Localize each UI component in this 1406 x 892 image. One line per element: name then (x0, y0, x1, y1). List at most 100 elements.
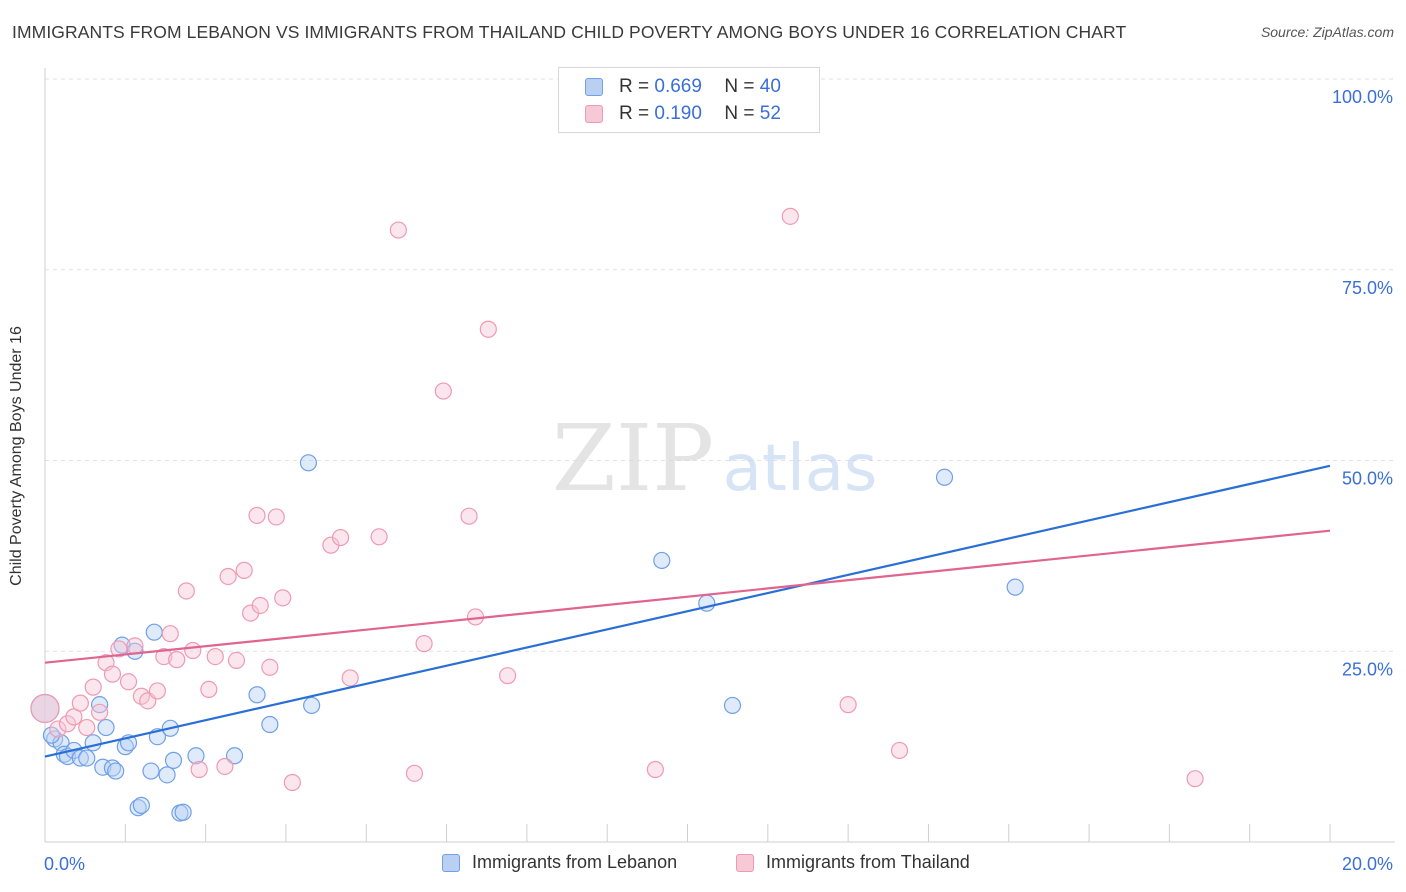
tick-label-layer: 25.0% 50.0% 75.0% 100.0% 0.0% 20.0% (44, 87, 1393, 874)
watermark-zip: ZIP (552, 405, 714, 512)
lebanon-point (103, 759, 122, 777)
thailand-point (65, 708, 83, 726)
legend-n-value: 52 (759, 103, 781, 124)
lebanon-point (935, 468, 954, 486)
points-layer (30, 207, 1204, 822)
lebanon-point (1006, 578, 1024, 596)
lebanon-point (42, 726, 61, 744)
lebanon-point (71, 749, 89, 767)
legend-row-thailand: R = 0.190 N = 52 (585, 103, 781, 125)
thailand-trendline (44, 529, 1331, 664)
thailand-point (1186, 770, 1204, 788)
thailand-point (91, 703, 109, 721)
thailand-point (184, 641, 202, 660)
thailand-point (389, 221, 407, 239)
trend-layer (44, 464, 1331, 758)
legend-n-value: 40 (759, 76, 781, 97)
lebanon-point (248, 686, 266, 704)
legend-r-value: 0.669 (654, 76, 702, 97)
thailand-point (499, 667, 517, 685)
thailand-point (370, 528, 388, 546)
thailand-point (148, 682, 167, 700)
thailand-point (58, 715, 77, 733)
thailand-point (155, 647, 173, 666)
thailand-point (84, 678, 102, 696)
lebanon-point (107, 762, 125, 780)
thailand-point (177, 582, 195, 600)
thailand-point (78, 718, 96, 737)
thailand-legend-swatch (736, 853, 754, 872)
source-label: Source: ZipAtlas.com (1260, 24, 1394, 40)
y-tick-label: 50.0% (1342, 469, 1393, 489)
x-tick-label: 20.0% (1342, 854, 1393, 874)
lebanon-point (84, 734, 102, 752)
thailand-point (190, 760, 208, 779)
thailand-point (839, 696, 857, 714)
lebanon-point (187, 747, 205, 765)
thailand-point (49, 720, 67, 738)
lebanon-point (303, 696, 321, 715)
thailand-point (71, 694, 89, 712)
thailand-point (405, 764, 424, 782)
thailand-point (251, 596, 269, 615)
legend-n-label: N = (724, 76, 755, 97)
thailand-point (479, 320, 497, 338)
thailand-point (283, 773, 301, 792)
thailand-point (168, 651, 186, 669)
chart-title: IMMIGRANTS FROM LEBANON VS IMMIGRANTS FR… (12, 22, 1127, 42)
thailand-point (206, 647, 224, 666)
y-axis-label: Child Poverty Among Boys Under 16 (8, 326, 25, 586)
y-tick-label: 100.0% (1332, 87, 1393, 107)
thailand-point (161, 625, 179, 643)
lebanon-point (261, 715, 279, 734)
lebanon-trendline (44, 464, 1331, 758)
lebanon-point (164, 751, 183, 769)
legend-r-label: R = (619, 103, 650, 124)
x-tick-label: 0.0% (44, 854, 85, 874)
lebanon-point (158, 766, 176, 784)
thailand-point (781, 207, 799, 225)
thailand-point (415, 635, 433, 653)
lebanon-point (132, 796, 150, 814)
thailand-point (267, 508, 285, 526)
lebanon-point (723, 696, 742, 715)
legend-n-label: N = (724, 103, 755, 124)
y-tick-label: 75.0% (1342, 278, 1393, 298)
thailand-point (274, 589, 292, 607)
thailand-point (103, 665, 122, 683)
stats-legend: R = 0.669 N = 40 R = 0.190 N = 52 (558, 67, 820, 133)
thailand-point (119, 673, 138, 691)
thailand-point (646, 760, 664, 779)
thailand-point (227, 651, 246, 670)
thailand-point (126, 637, 144, 655)
lebanon-point (299, 454, 318, 472)
thailand-point (331, 528, 350, 547)
lebanon-point (142, 762, 160, 780)
thailand-point (216, 757, 234, 776)
lebanon-point (174, 803, 192, 821)
thailand-point (110, 640, 128, 658)
thailand-point (460, 507, 478, 525)
thailand-point (248, 506, 266, 525)
legend-row-lebanon: R = 0.669 N = 40 (585, 76, 781, 98)
lebanon-point (145, 623, 163, 641)
thailand-point (261, 658, 279, 676)
y-tick-label: 25.0% (1342, 659, 1393, 679)
lebanon-point (225, 747, 244, 765)
series-legend: Immigrants from Lebanon Immigrants from … (0, 852, 1406, 876)
legend-r-value: 0.190 (654, 103, 702, 124)
thailand-point (30, 693, 60, 724)
thailand-point (341, 669, 359, 687)
thailand-point (434, 382, 452, 400)
lebanon-point (94, 758, 112, 776)
thailand-point (890, 741, 909, 760)
lebanon-swatch (585, 78, 603, 96)
lebanon-point (653, 551, 671, 570)
axis-layer (44, 68, 1395, 843)
thailand-legend-label: Immigrants from Thailand (766, 852, 970, 872)
lebanon-point (97, 718, 115, 737)
lebanon-point (78, 749, 96, 767)
legend-r-label: R = (619, 76, 650, 97)
thailand-point (219, 567, 237, 586)
